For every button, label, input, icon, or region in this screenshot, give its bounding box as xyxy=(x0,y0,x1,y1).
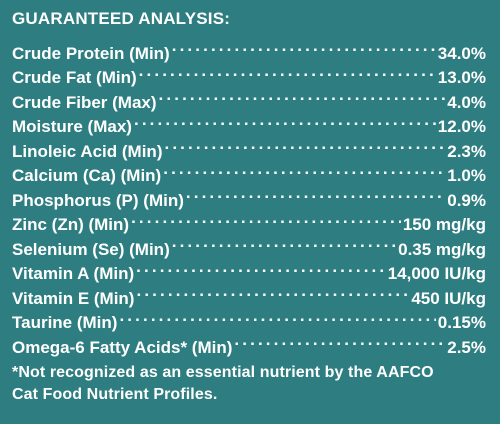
analysis-row: Selenium (Se) (Min) 0.35 mg/kg xyxy=(12,230,486,259)
analysis-row: Zinc (Zn) (Min) 150 mg/kg xyxy=(12,206,486,235)
dot-leader xyxy=(172,230,396,255)
nutrient-label: Zinc (Zn) (Min) xyxy=(12,215,130,234)
nutrient-label: Moisture (Max) xyxy=(12,117,132,136)
analysis-list: Crude Protein (Min) 34.0% Crude Fat (Min… xyxy=(12,34,486,357)
nutrient-value: 150 mg/kg xyxy=(402,215,486,234)
analysis-row: Crude Protein (Min) 34.0% xyxy=(12,34,486,63)
nutrient-value: 0.9% xyxy=(447,190,486,210)
nutrient-value: 4.0% xyxy=(447,92,486,112)
dot-leader xyxy=(134,108,436,133)
footnote: *Not recognized as an essential nutrient… xyxy=(12,362,492,406)
nutrient-value: 14,000 IU/kg xyxy=(387,264,486,283)
nutrient-value: 2.3% xyxy=(447,141,486,161)
nutrient-label: Crude Protein (Min) xyxy=(12,43,170,63)
footnote-line: Cat Food Nutrient Profiles. xyxy=(12,386,218,403)
nutrient-value: 1.0% xyxy=(447,166,486,185)
dot-leader xyxy=(136,255,386,280)
dot-leader xyxy=(136,279,409,304)
nutrient-label: Vitamin E (Min) xyxy=(12,288,135,308)
nutrient-value: 12.0% xyxy=(437,117,486,136)
dot-leader xyxy=(139,59,436,84)
nutrient-value: 0.35 mg/kg xyxy=(398,239,486,259)
nutrient-label: Crude Fiber (Max) xyxy=(12,92,157,112)
dot-leader xyxy=(159,83,446,108)
nutrient-value: 2.5% xyxy=(447,337,486,357)
analysis-row: Omega-6 Fatty Acids* (Min) 2.5% xyxy=(12,328,486,357)
dot-leader xyxy=(119,304,435,329)
analysis-row: Vitamin A (Min) 14,000 IU/kg xyxy=(12,255,486,284)
nutrient-value: 0.15% xyxy=(437,313,486,332)
dot-leader xyxy=(131,206,401,231)
dot-leader xyxy=(163,157,445,182)
dot-leader xyxy=(164,132,445,157)
analysis-row: Linoleic Acid (Min) 2.3% xyxy=(12,132,486,161)
nutrient-label: Selenium (Se) (Min) xyxy=(12,239,170,259)
analysis-row: Moisture (Max) 12.0% xyxy=(12,108,486,137)
nutrient-label: Crude Fat (Min) xyxy=(12,68,137,87)
nutrient-label: Linoleic Acid (Min) xyxy=(12,141,163,161)
panel-title: GUARANTEED ANALYSIS: xyxy=(12,9,231,28)
dot-leader xyxy=(172,34,436,59)
analysis-row: Crude Fat (Min) 13.0% xyxy=(12,59,486,88)
analysis-row: Calcium (Ca) (Min) 1.0% xyxy=(12,157,486,186)
nutrient-label: Calcium (Ca) (Min) xyxy=(12,166,162,185)
nutrient-value: 13.0% xyxy=(437,68,486,87)
nutrient-label: Vitamin A (Min) xyxy=(12,264,135,283)
dot-leader xyxy=(234,328,445,353)
dot-leader xyxy=(186,181,445,206)
nutrient-value: 34.0% xyxy=(437,43,486,63)
nutrient-label: Omega-6 Fatty Acids* (Min) xyxy=(12,337,233,357)
footnote-line: *Not recognized as an essential nutrient… xyxy=(12,364,434,381)
nutrient-label: Taurine (Min) xyxy=(12,313,118,332)
analysis-row: Crude Fiber (Max) 4.0% xyxy=(12,83,486,112)
analysis-row: Vitamin E (Min) 450 IU/kg xyxy=(12,279,486,308)
analysis-row: Taurine (Min) 0.15% xyxy=(12,304,486,333)
